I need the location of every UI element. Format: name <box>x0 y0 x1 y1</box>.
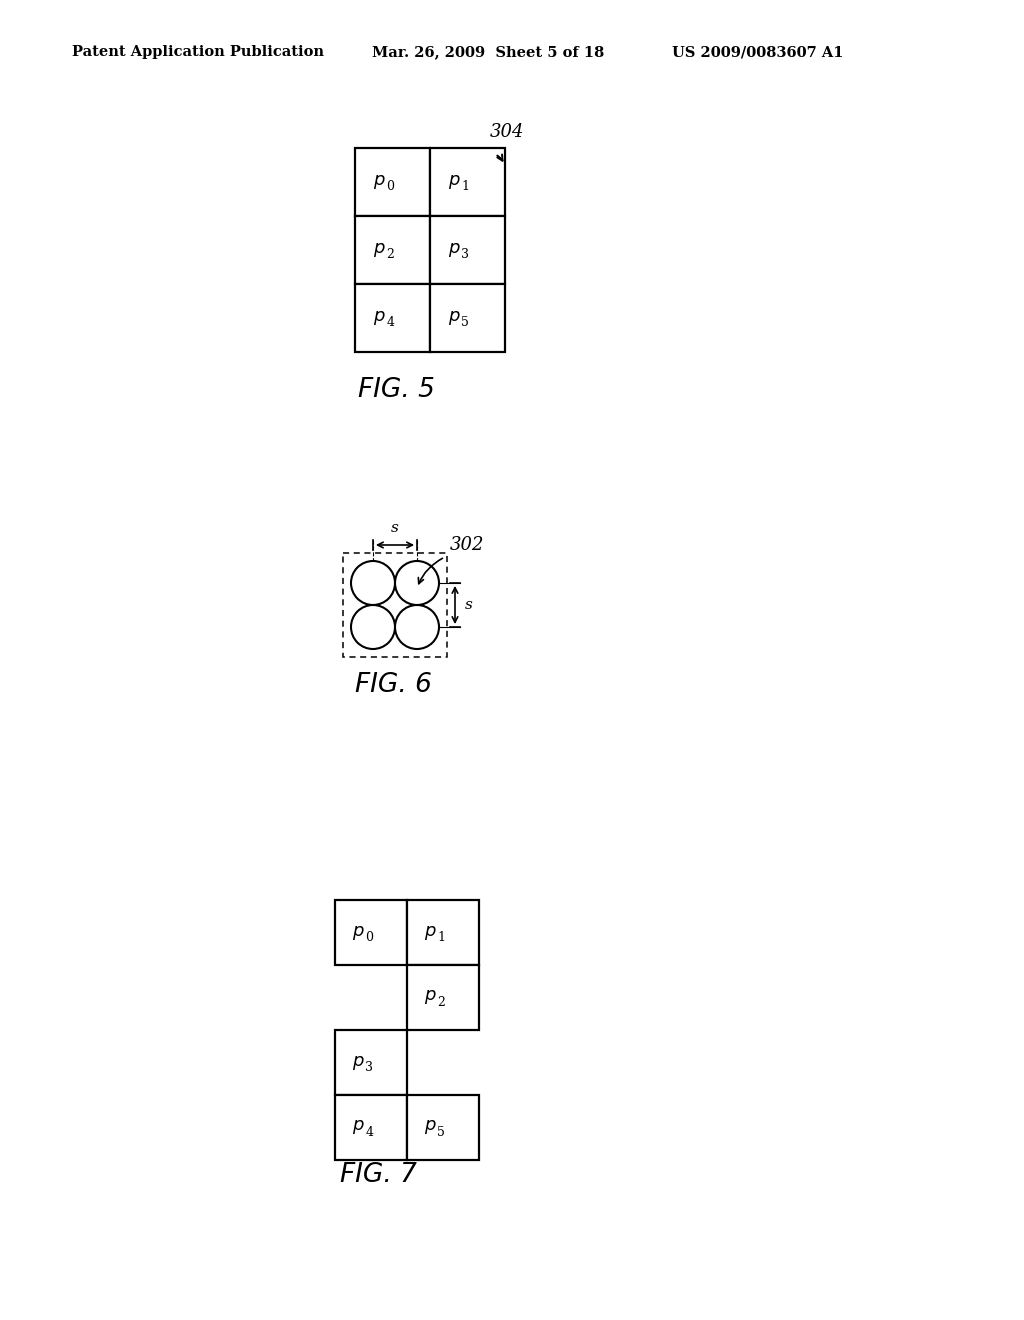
Bar <box>430 148 505 216</box>
Bar <box>407 965 479 1030</box>
Text: 2: 2 <box>437 995 445 1008</box>
Text: $p$: $p$ <box>424 1118 436 1137</box>
Bar <box>430 284 505 352</box>
Text: $p$: $p$ <box>447 309 461 327</box>
Text: $p$: $p$ <box>373 309 385 327</box>
Bar <box>407 900 479 965</box>
Bar <box>355 284 430 352</box>
Text: 0: 0 <box>386 180 394 193</box>
Text: $p$: $p$ <box>351 1118 365 1137</box>
Bar <box>335 1030 407 1096</box>
Text: 3: 3 <box>462 248 469 261</box>
Text: $p$: $p$ <box>351 924 365 941</box>
Text: 4: 4 <box>366 1126 373 1139</box>
Bar <box>430 216 505 284</box>
Text: Patent Application Publication: Patent Application Publication <box>72 45 324 59</box>
Text: 304: 304 <box>490 123 524 141</box>
Text: $p$: $p$ <box>424 989 436 1006</box>
Text: FIG. 5: FIG. 5 <box>358 378 435 403</box>
Bar <box>335 900 407 965</box>
Text: FIG. 7: FIG. 7 <box>340 1162 417 1188</box>
Bar <box>355 148 430 216</box>
Text: $p$: $p$ <box>373 173 385 191</box>
Text: 5: 5 <box>462 315 469 329</box>
Text: $p$: $p$ <box>351 1053 365 1072</box>
Text: 4: 4 <box>386 315 394 329</box>
Text: $p$: $p$ <box>447 173 461 191</box>
Text: 1: 1 <box>462 180 469 193</box>
Text: US 2009/0083607 A1: US 2009/0083607 A1 <box>672 45 844 59</box>
Text: 2: 2 <box>386 248 394 261</box>
Text: 0: 0 <box>366 931 373 944</box>
Text: FIG. 6: FIG. 6 <box>355 672 432 698</box>
Bar <box>407 1096 479 1160</box>
Text: $p$: $p$ <box>447 242 461 259</box>
Text: $p$: $p$ <box>373 242 385 259</box>
Text: s: s <box>391 521 399 535</box>
Text: 302: 302 <box>450 536 484 554</box>
Bar <box>335 1096 407 1160</box>
Text: 1: 1 <box>437 931 445 944</box>
Bar <box>343 553 447 657</box>
Bar <box>355 216 430 284</box>
Text: s: s <box>465 598 473 612</box>
Text: 5: 5 <box>437 1126 445 1139</box>
Text: 3: 3 <box>366 1060 373 1073</box>
Text: $p$: $p$ <box>424 924 436 941</box>
Text: Mar. 26, 2009  Sheet 5 of 18: Mar. 26, 2009 Sheet 5 of 18 <box>372 45 604 59</box>
